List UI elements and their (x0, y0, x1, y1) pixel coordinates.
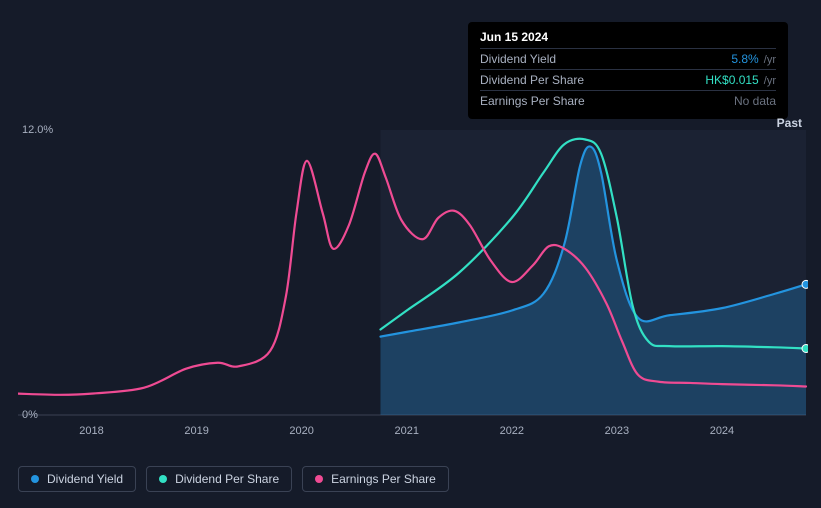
tooltip-row-unit: /yr (761, 75, 776, 87)
chart-legend: Dividend Yield Dividend Per Share Earnings… (18, 466, 449, 492)
series-end-marker (802, 280, 808, 288)
legend-item[interactable]: Dividend Per Share (146, 466, 292, 492)
dividend-chart: Past 0% 12.0% 2018 2019 2020 2021 2022 2023 2024 (18, 110, 808, 445)
legend-item[interactable]: Earnings Per Share (302, 466, 449, 492)
x-axis-label: 2019 (184, 425, 208, 437)
past-label: Past (777, 116, 802, 130)
tooltip-date: Jun 15 2024 (480, 30, 776, 44)
tooltip-row-label: Dividend Per Share (480, 73, 584, 87)
tooltip-row-label: Dividend Yield (480, 52, 556, 66)
legend-dot-icon (159, 475, 167, 483)
x-axis-label: 2020 (289, 425, 313, 437)
x-axis-label: 2022 (500, 425, 524, 437)
tooltip-row: Dividend Yield 5.8% /yr (480, 48, 776, 69)
tooltip-row-value: No data (734, 94, 776, 108)
x-axis-label: 2023 (605, 425, 629, 437)
legend-dot-icon (31, 475, 39, 483)
x-axis-label: 2021 (394, 425, 418, 437)
tooltip-row-label: Earnings Per Share (480, 94, 585, 108)
tooltip-row-value: HK$0.015 /yr (705, 73, 776, 87)
tooltip-row-value: 5.8% /yr (731, 52, 776, 66)
y-axis-label: 0% (22, 409, 38, 421)
legend-item-label: Earnings Per Share (331, 472, 436, 486)
tooltip-row: Dividend Per Share HK$0.015 /yr (480, 69, 776, 90)
tooltip-row: Earnings Per Share No data (480, 90, 776, 111)
chart-tooltip: Jun 15 2024 Dividend Yield5.8% /yrDivide… (468, 22, 788, 119)
tooltip-row-unit: /yr (761, 54, 776, 66)
legend-item-label: Dividend Yield (47, 472, 123, 486)
series-end-marker (802, 345, 808, 353)
legend-dot-icon (315, 475, 323, 483)
y-axis-label: 12.0% (22, 124, 53, 136)
x-axis-label: 2024 (710, 425, 734, 437)
tooltip-rows: Dividend Yield 5.8% /yr Dividend Per Share… (480, 48, 776, 111)
legend-item-label: Dividend Per Share (175, 472, 279, 486)
legend-item[interactable]: Dividend Yield (18, 466, 136, 492)
x-axis-label: 2018 (79, 425, 103, 437)
chart-svg (18, 110, 808, 445)
